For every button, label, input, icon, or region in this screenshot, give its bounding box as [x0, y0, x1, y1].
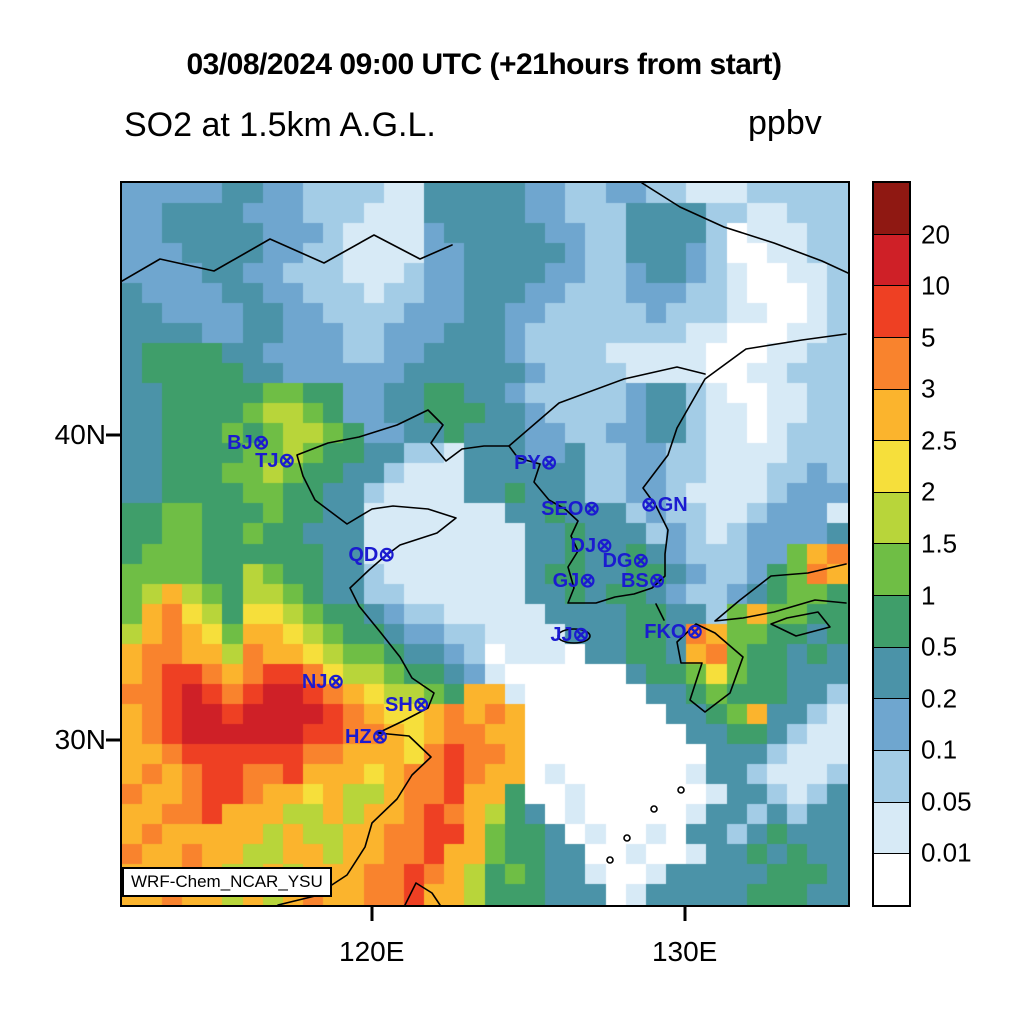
colorbar-segment	[874, 234, 909, 287]
colorbar-segment	[874, 854, 909, 905]
colorbar-segment	[874, 286, 909, 338]
station-marker-SH: SH⊗	[385, 694, 430, 716]
coastline-kyushu	[676, 623, 744, 713]
coastline-overlay	[122, 183, 848, 905]
station-marker-JJ: JJ⊗	[550, 623, 590, 646]
colorbar-segment	[874, 699, 909, 752]
colorbar-tick-label: 0.5	[921, 631, 958, 662]
station-marker-BS: BS⊗	[620, 569, 666, 592]
colorbar-tick-label: 0.2	[921, 683, 958, 714]
colorbar-tick-label: 5	[921, 322, 936, 353]
station-marker-GJ: GJ⊗	[552, 569, 597, 592]
y-axis-tick	[106, 433, 120, 437]
border-line-northeast	[641, 183, 848, 274]
coastline-jeju	[557, 628, 591, 644]
station-marker-HZ: HZ⊗	[344, 725, 389, 748]
coastline-tsushima	[655, 603, 665, 621]
variable-subtitle: SO2 at 1.5km A.G.L.	[124, 106, 436, 144]
colorbar-segment	[874, 337, 909, 390]
y-axis-label: 30N	[54, 723, 106, 755]
station-marker-DG: DG⊗	[602, 550, 650, 573]
model-credit-label: WRF-Chem_NCAR_YSU	[122, 867, 332, 897]
x-axis-tick	[683, 907, 687, 921]
concentration-field	[122, 183, 848, 905]
colorbar-tick-label: 1.5	[921, 528, 958, 559]
station-layer: BJ⊗ TJ⊗ PY⊗ SEO⊗ ⊗GN DJ⊗ DG⊗ QD⊗ GJ⊗ BS⊗ JJ⊗ FKO⊗ NJ…	[122, 183, 848, 905]
colorbar-segment	[874, 596, 909, 648]
station-marker-GN: ⊗GN	[640, 494, 688, 516]
border-line-yalu-tumen	[508, 366, 706, 447]
x-axis-label: 120E	[339, 936, 405, 967]
coastline-china-korea	[277, 333, 847, 905]
station-marker-PY: PY⊗	[514, 452, 558, 475]
station-marker-SEO: SEO⊗	[541, 498, 601, 521]
colorbar-tick-label: 2	[921, 476, 936, 507]
coastline-taiwan-tip	[404, 882, 441, 905]
colorbar-tick-label: 10	[921, 270, 950, 301]
colorbar-segment	[874, 544, 909, 597]
colorbar-tick-label: 1	[921, 580, 936, 611]
colorbar-tick-label: 0.01	[921, 837, 972, 868]
units-label: ppbv	[748, 104, 822, 142]
border-line-northwest	[122, 234, 453, 282]
station-marker-NJ: NJ⊗	[301, 670, 345, 693]
colorbar-segment	[874, 492, 909, 545]
plot-title: 03/08/2024 09:00 UTC (+21hours from star…	[186, 48, 782, 81]
colorbar	[872, 181, 911, 907]
colorbar-segment	[874, 441, 909, 493]
colorbar-tick-label: 0.1	[921, 734, 958, 765]
map-panel: BJ⊗ TJ⊗ PY⊗ SEO⊗ ⊗GN DJ⊗ DG⊗ QD⊗ GJ⊗ BS⊗ JJ⊗ FKO⊗ NJ…	[120, 181, 850, 907]
coastline-ryukyu-island	[650, 805, 658, 813]
colorbar-tick-label: 2.5	[921, 425, 958, 456]
coastline-ryukyu-island	[623, 834, 631, 842]
colorbar-segment	[874, 389, 909, 442]
y-axis-tick	[106, 738, 120, 742]
station-marker-FKO: FKO⊗	[644, 621, 704, 644]
colorbar-labels: 20 10 5 3 2.5 2 1.5 1 0.5 0.2 0.1 0.05 0.01	[921, 183, 1021, 905]
coastline-shikoku	[770, 611, 831, 637]
colorbar-segment	[874, 802, 909, 855]
colorbar-segment	[874, 751, 909, 803]
colorbar-tick-label: 3	[921, 373, 936, 404]
station-marker-QD: QD⊗	[348, 543, 396, 566]
station-marker-BJ: BJ⊗	[227, 431, 270, 454]
station-marker-TJ: TJ⊗	[255, 449, 296, 472]
x-axis-tick	[370, 907, 374, 921]
x-axis-label: 130E	[651, 936, 718, 967]
coastline-honshu	[714, 563, 847, 622]
colorbar-segment	[874, 183, 909, 235]
colorbar-segment	[874, 647, 909, 700]
station-marker-DJ: DJ⊗	[570, 535, 613, 558]
coastline-ryukyu-island	[606, 856, 614, 864]
colorbar-tick-label: 20	[921, 219, 950, 250]
y-axis-label: 40N	[54, 418, 106, 450]
colorbar-tick-label: 0.05	[921, 786, 972, 817]
coastline-ryukyu-island	[677, 786, 685, 794]
